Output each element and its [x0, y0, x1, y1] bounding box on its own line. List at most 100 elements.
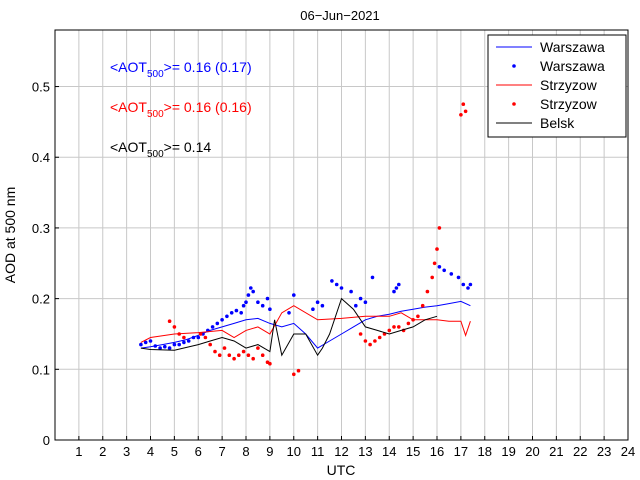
- chart-title: 06−Jun−2021: [300, 8, 380, 23]
- x-tick-label: 20: [525, 444, 539, 459]
- data-point-warszawa: [397, 282, 401, 287]
- x-tick-label: 16: [430, 444, 444, 459]
- data-point-strzyzow: [430, 275, 435, 280]
- data-point-warszawa: [287, 311, 291, 315]
- data-point-warszawa: [466, 286, 470, 290]
- data-point-strzyzow: [411, 318, 415, 322]
- data-point-warszawa: [249, 286, 253, 290]
- x-tick-label: 8: [242, 444, 249, 459]
- data-point-strzyzow: [435, 247, 439, 251]
- data-point-strzyzow: [167, 319, 172, 324]
- y-tick-label: 0.3: [32, 221, 50, 236]
- data-point-strzyzow: [292, 372, 296, 377]
- x-tick-label: 9: [266, 444, 273, 459]
- x-tick-label: 10: [287, 444, 301, 459]
- data-point-warszawa: [172, 342, 177, 347]
- y-tick-label: 0.1: [32, 362, 50, 377]
- data-point-strzyzow: [432, 261, 437, 266]
- data-point-strzyzow: [246, 353, 251, 358]
- x-tick-label: 19: [501, 444, 515, 459]
- x-tick-label: 12: [334, 444, 348, 459]
- data-point-warszawa: [191, 335, 196, 340]
- data-point-strzyzow: [172, 325, 177, 329]
- data-point-warszawa: [437, 265, 442, 269]
- data-point-warszawa: [167, 346, 172, 350]
- data-point-strzyzow: [397, 325, 401, 329]
- data-point-warszawa: [143, 340, 148, 345]
- axis-layer: 1 2 3 4 5 6 7 8 9 10 11 12 13 14 15 16 17 18 19 20 21 22 23 240…: [32, 80, 635, 459]
- x-tick-label: 15: [406, 444, 420, 459]
- data-point-warszawa: [256, 300, 260, 305]
- data-point-strzyzow: [425, 289, 430, 294]
- x-tick-label: 4: [147, 444, 154, 459]
- aot-annotation: <AOT500>= 0.16 (0.17): [110, 59, 252, 80]
- data-point-warszawa: [234, 308, 239, 313]
- legend-label: Warszawa: [540, 58, 605, 74]
- data-point-warszawa: [196, 335, 201, 340]
- data-point-strzyzow: [461, 102, 466, 106]
- data-point-warszawa: [260, 303, 265, 308]
- data-point-strzyzow: [222, 346, 227, 350]
- series-layer: [139, 102, 473, 377]
- x-tick-label: 11: [311, 444, 325, 459]
- x-axis-label: UTC: [327, 462, 356, 478]
- legend-label: Belsk: [540, 115, 575, 131]
- x-tick-label: 14: [382, 444, 396, 459]
- x-tick-label: 24: [621, 444, 635, 459]
- x-tick-label: 13: [358, 444, 372, 459]
- data-point-warszawa: [354, 303, 358, 308]
- x-tick-label: 18: [478, 444, 492, 459]
- data-point-strzyzow: [437, 226, 442, 230]
- data-point-strzyzow: [416, 314, 420, 319]
- data-point-strzyzow: [373, 339, 377, 343]
- data-point-strzyzow: [227, 353, 232, 358]
- data-point-warszawa: [392, 289, 396, 294]
- y-tick-label: 0.5: [32, 80, 50, 95]
- data-point-strzyzow: [237, 353, 241, 358]
- legend: Warszawa Warszawa Strzyzow Strzyzow Belsk: [487, 34, 627, 138]
- legend-label: Warszawa: [540, 39, 605, 55]
- x-tick-label: 21: [549, 444, 563, 459]
- data-point-warszawa: [251, 289, 255, 294]
- data-point-strzyzow: [251, 356, 255, 361]
- data-point-strzyzow: [213, 349, 217, 354]
- data-point-warszawa: [210, 325, 215, 329]
- data-point-warszawa: [265, 296, 270, 301]
- data-point-strzyzow: [392, 325, 396, 329]
- data-point-warszawa: [239, 311, 243, 315]
- data-point-strzyzow: [208, 342, 212, 347]
- data-point-warszawa: [229, 311, 234, 315]
- y-tick-label: 0.4: [32, 150, 50, 165]
- data-point-strzyzow: [260, 353, 265, 358]
- series-line-belsk: [140, 297, 438, 357]
- data-point-strzyzow: [368, 342, 372, 347]
- data-point-warszawa: [158, 346, 162, 350]
- data-point-warszawa: [370, 275, 375, 280]
- annotation-layer: <AOT500>= 0.16 (0.17) <AOT500>= 0.16 (0.1…: [110, 59, 252, 160]
- y-tick-label: 0: [43, 433, 50, 448]
- data-point-warszawa: [363, 300, 368, 305]
- data-point-warszawa: [292, 293, 296, 297]
- grid-layer: [55, 30, 629, 441]
- data-point-warszawa: [349, 289, 353, 294]
- data-point-warszawa: [225, 314, 229, 319]
- data-point-strzyzow: [377, 335, 382, 340]
- data-point-warszawa: [394, 286, 399, 290]
- data-point-warszawa: [311, 307, 315, 312]
- data-point-strzyzow: [182, 335, 186, 340]
- y-axis-label: AOD at 500 nm: [2, 187, 18, 284]
- data-point-strzyzow: [198, 332, 203, 336]
- x-tick-label: 22: [573, 444, 587, 459]
- data-point-warszawa: [163, 344, 167, 349]
- aot-annotation: <AOT500>= 0.14: [110, 139, 211, 160]
- data-point-strzyzow: [387, 328, 392, 333]
- data-point-strzyzow: [363, 339, 368, 343]
- data-point-strzyzow: [256, 346, 260, 350]
- data-point-strzyzow: [406, 321, 411, 326]
- data-point-warszawa: [334, 282, 339, 287]
- data-point-strzyzow: [241, 349, 246, 354]
- data-point-warszawa: [442, 268, 447, 273]
- data-point-warszawa: [339, 286, 344, 290]
- data-point-warszawa: [215, 321, 220, 326]
